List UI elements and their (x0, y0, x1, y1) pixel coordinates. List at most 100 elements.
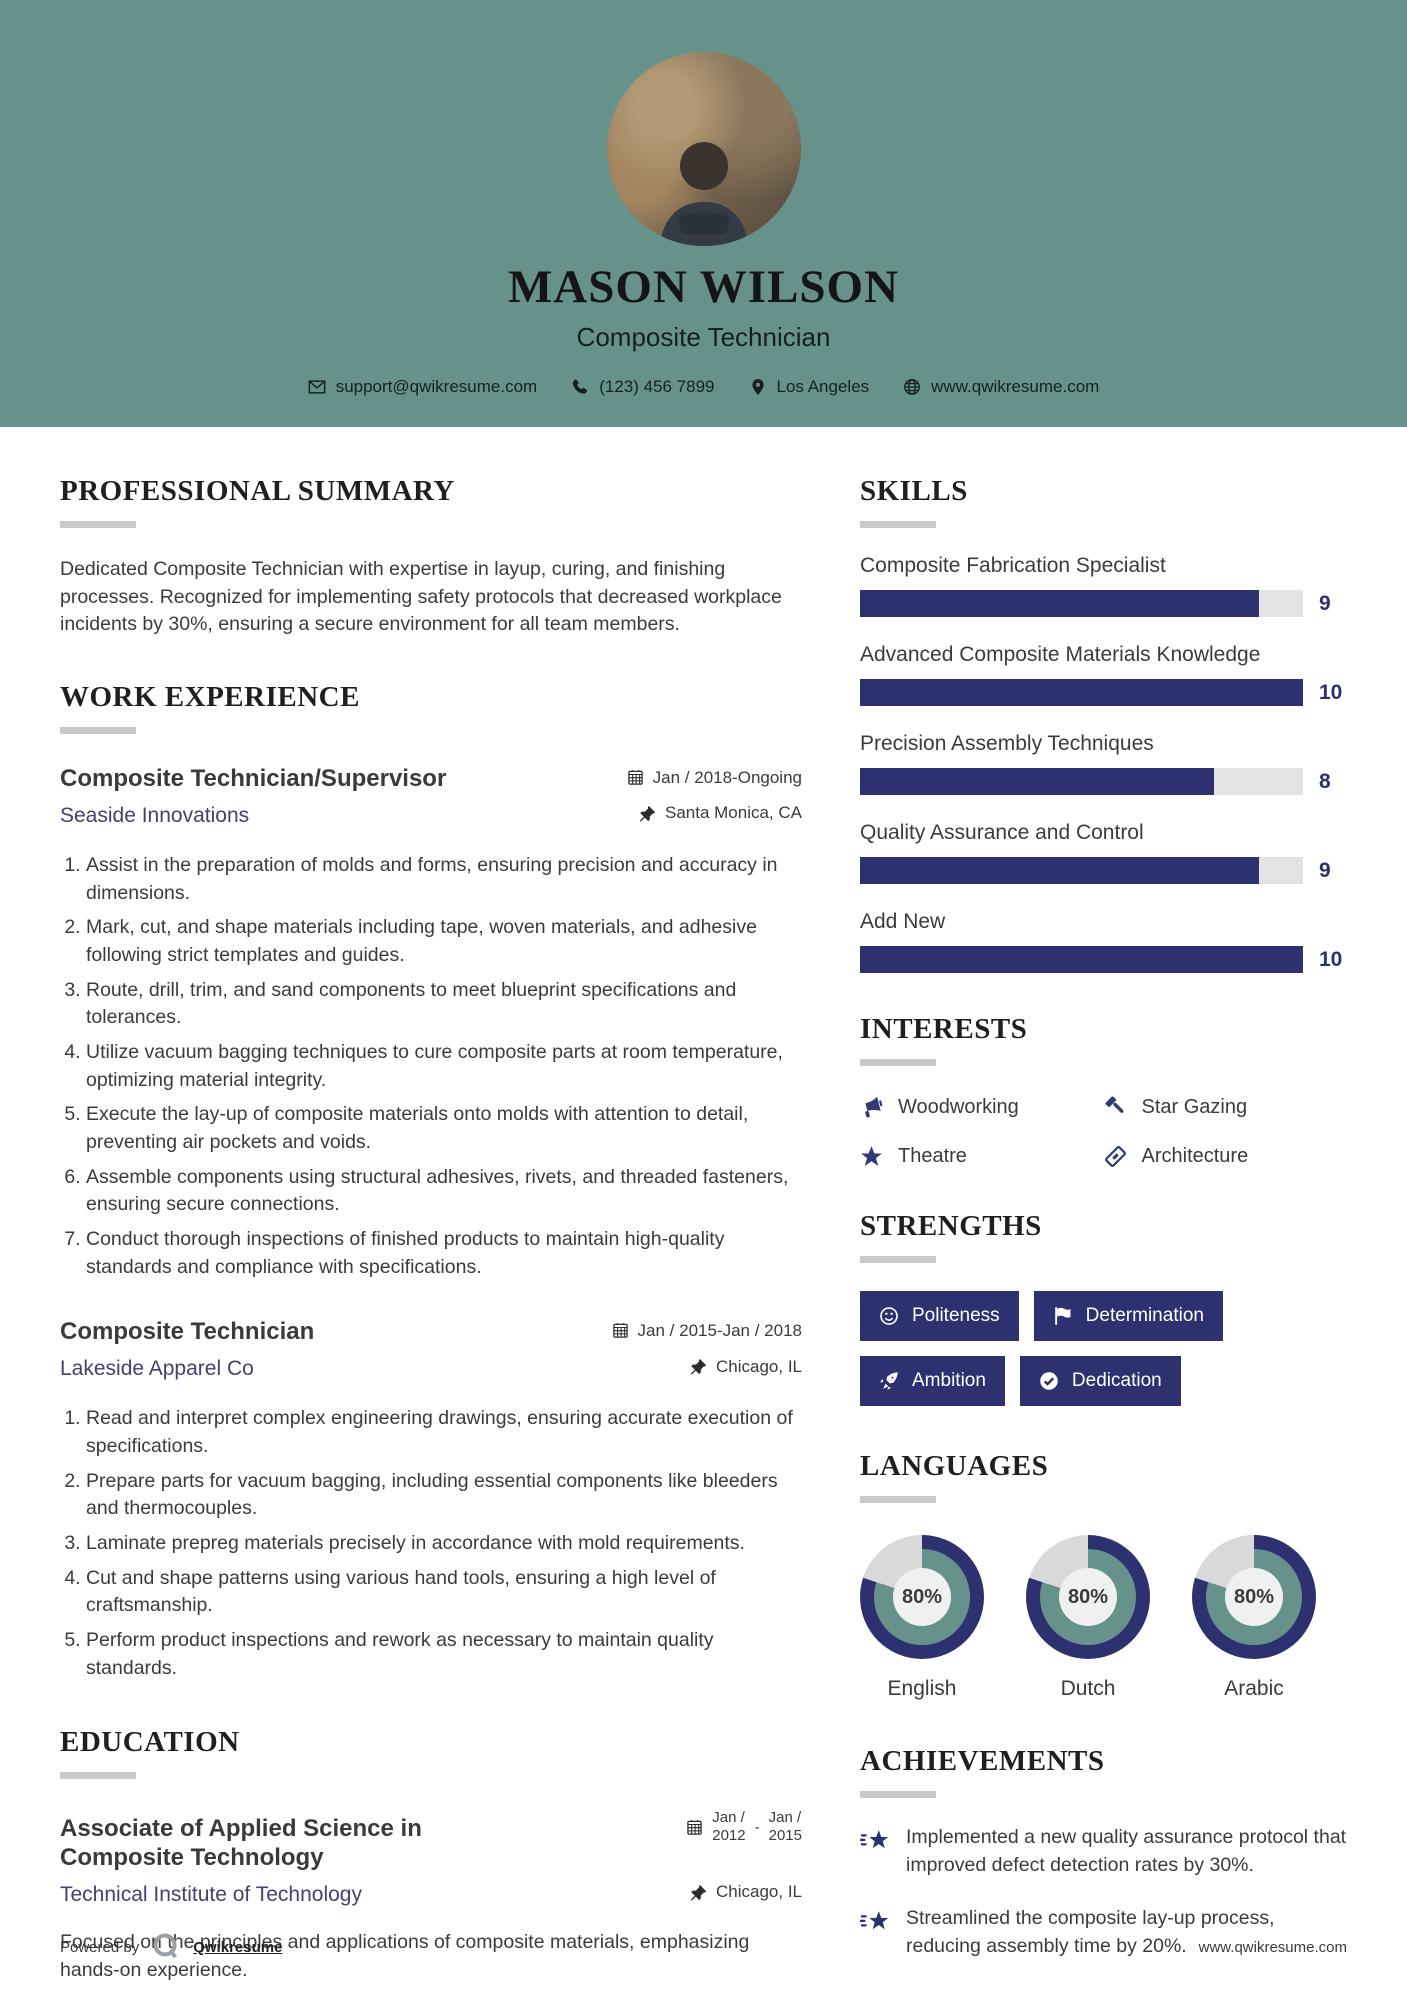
skill-item: Precision Assembly Techniques 8 (860, 732, 1347, 795)
experience-heading: WORK EXPERIENCE (60, 681, 360, 714)
language-label: English (887, 1677, 957, 1700)
job-title: Composite Technician (60, 1318, 315, 1346)
heading-underline (860, 1496, 936, 1503)
qwikresume-link[interactable]: Qwikresume (193, 1938, 283, 1956)
candidate-title: Composite Technician (576, 322, 831, 352)
company-link[interactable]: Seaside Innovations (60, 803, 250, 827)
education-date-end: Jan / 2015 (768, 1809, 802, 1845)
skill-name: Precision Assembly Techniques (860, 732, 1154, 755)
contact-website[interactable]: www.qwikresume.com (903, 377, 1099, 397)
contact-website-text: www.qwikresume.com (931, 377, 1100, 396)
interest-label: Woodworking (898, 1096, 1019, 1118)
achievements-section: ACHIEVEMENTS Implemented a new quality a… (860, 1745, 1347, 1961)
header: MASON WILSON Composite Technician suppor… (0, 0, 1407, 427)
job-bullet: Prepare parts for vacuum bagging, includ… (86, 1468, 802, 1523)
job-bullet: Assist in the preparation of molds and f… (86, 852, 802, 907)
footer: Powered by Qwikresume www.qwikresume.com (60, 1930, 1347, 1964)
megaphone-icon (865, 1096, 883, 1118)
achievements-heading: ACHIEVEMENTS (860, 1745, 1105, 1777)
job-bullet: Utilize vacuum bagging techniques to cur… (86, 1039, 802, 1094)
skill-value: 8 (1319, 769, 1331, 793)
calendar-icon (612, 1323, 628, 1339)
job-date-text: Jan / 2015-Jan / 2018 (637, 1320, 802, 1340)
language-gauge: 80% (1026, 1535, 1150, 1659)
school-link[interactable]: Technical Institute of Technology (60, 1882, 362, 1906)
skill-bar (860, 679, 1303, 706)
skill-value: 9 (1319, 591, 1331, 615)
summary-text: Dedicated Composite Technician with expe… (60, 558, 782, 636)
globe-icon (904, 379, 921, 395)
date-separator: - (754, 1818, 760, 1836)
job-date: Jan / 2015-Jan / 2018 (612, 1321, 802, 1341)
pushpin-icon (690, 1359, 707, 1375)
strength-label: Politeness (912, 1305, 1000, 1326)
job-bullet: Cut and shape patterns using various han… (86, 1565, 802, 1620)
check-circle-icon (1040, 1372, 1058, 1390)
heading-underline (60, 727, 136, 735)
pushpin-icon (690, 1884, 707, 1901)
contact-phone[interactable]: (123) 456 7899 (571, 377, 715, 397)
job-location-text: Santa Monica, CA (664, 803, 802, 823)
language-percent: 80% (1225, 1568, 1283, 1626)
summary-section: PROFESSIONAL SUMMARY Dedicated Composite… (60, 475, 802, 639)
job-bullet: Laminate prepreg materials precisely in … (86, 1530, 802, 1558)
job-bullet: Route, drill, trim, and sand components … (86, 977, 802, 1032)
interest-item: Star Gazing (1104, 1096, 1348, 1119)
skill-name: Composite Fabrication Specialist (860, 554, 1166, 577)
stamp-icon (1104, 1146, 1126, 1167)
right-column: SKILLS Composite Fabrication Specialist … (860, 475, 1347, 1990)
gavel-icon (1105, 1096, 1123, 1113)
skill-name: Add New (860, 910, 946, 933)
heading-underline (60, 1772, 136, 1780)
interest-item: Architecture (1104, 1145, 1348, 1168)
languages-section: LANGUAGES 80% English (860, 1450, 1347, 1701)
achievement-item: Implemented a new quality assurance prot… (860, 1824, 1347, 1879)
language-label: Arabic (1224, 1677, 1284, 1700)
skill-name: Advanced Composite Materials Knowledge (860, 643, 1261, 666)
achievement-item: Streamlined the composite lay-up process… (860, 1905, 1347, 1960)
language-label: Dutch (1060, 1677, 1116, 1700)
left-column: PROFESSIONAL SUMMARY Dedicated Composite… (60, 475, 802, 1990)
education-heading: EDUCATION (60, 1726, 240, 1759)
skill-item: Quality Assurance and Control 9 (860, 821, 1347, 884)
language-percent: 80% (1059, 1568, 1117, 1626)
skill-value: 10 (1319, 680, 1343, 704)
interests-section: INTERESTS Woodworking Star Gazing Theatr… (860, 1013, 1347, 1168)
skill-bar (860, 768, 1303, 795)
job-bullet: Conduct thorough inspections of finished… (86, 1226, 802, 1281)
language-item: 80% Arabic (1192, 1535, 1316, 1701)
job-entry: Composite Technician/Supervisor Jan / 20… (60, 764, 802, 1281)
achievement-text: Streamlined the composite lay-up process… (906, 1907, 1275, 1958)
contact-email[interactable]: support@qwikresume.com (308, 377, 537, 397)
job-date-text: Jan / 2018-Ongoing (652, 767, 802, 787)
heading-underline (860, 1791, 936, 1798)
strength-badge: Ambition (860, 1356, 1005, 1406)
candidate-name: MASON WILSON (507, 261, 900, 313)
strength-badge: Determination (1033, 1291, 1223, 1341)
job-entry: Composite Technician Jan / 2015-Jan / 20… (60, 1317, 802, 1682)
shooting-star-icon (860, 1911, 889, 1930)
experience-section: WORK EXPERIENCE Composite Technician/Sup… (60, 681, 802, 1682)
strength-label: Determination (1085, 1305, 1204, 1326)
degree-title: Associate of Applied Science in Composit… (60, 1814, 422, 1872)
job-location: Chicago, IL (690, 1357, 802, 1377)
education-section: EDUCATION Associate of Applied Science i… (60, 1726, 802, 1984)
skill-bar (860, 946, 1303, 973)
summary-heading: PROFESSIONAL SUMMARY (60, 475, 455, 507)
interest-item: Theatre (860, 1145, 1104, 1168)
powered-by-label: Powered by (60, 1938, 140, 1956)
person-silhouette-icon (659, 142, 748, 246)
heading-underline (860, 1256, 936, 1263)
footer-website-link[interactable]: www.qwikresume.com (1198, 1938, 1347, 1956)
skill-bar (860, 590, 1303, 617)
contact-phone-text: (123) 456 7899 (599, 377, 715, 396)
heading-underline (60, 521, 136, 528)
job-bullet: Assemble components using structural adh… (86, 1164, 802, 1219)
strengths-heading: STRENGTHS (860, 1210, 1042, 1242)
skill-item-add-new[interactable]: Add New 10 (860, 910, 1347, 973)
phone-icon (573, 379, 588, 394)
main-content: PROFESSIONAL SUMMARY Dedicated Composite… (0, 427, 1407, 1990)
company-link[interactable]: Lakeside Apparel Co (60, 1357, 254, 1381)
profile-photo (606, 52, 801, 246)
